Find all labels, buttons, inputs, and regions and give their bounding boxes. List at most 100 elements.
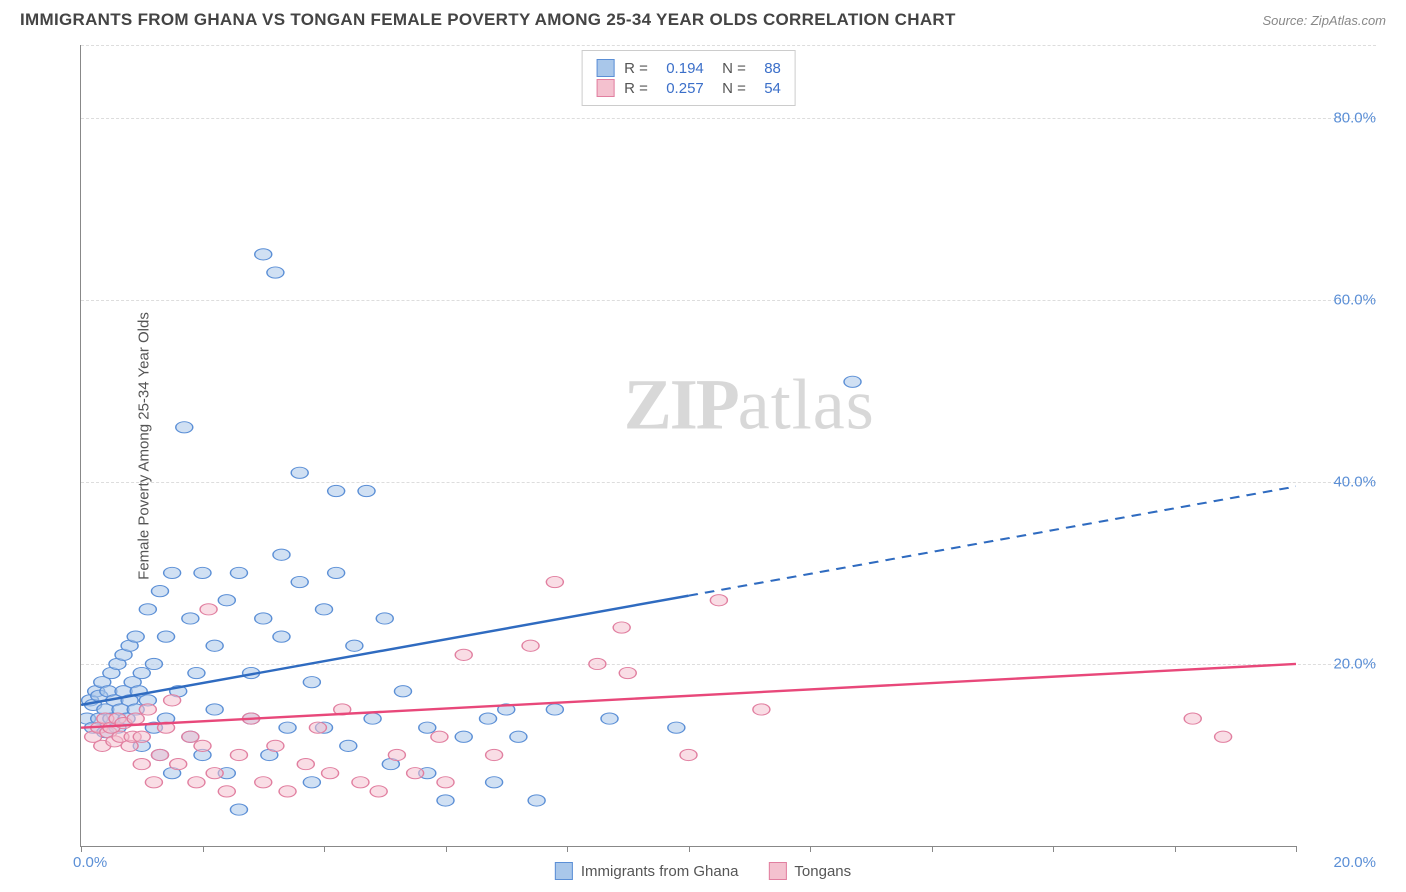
- trend-line: [81, 664, 1296, 728]
- data-point: [322, 768, 339, 779]
- legend-n-value: 88: [764, 60, 781, 77]
- data-point: [844, 376, 861, 387]
- y-tick-label: 40.0%: [1306, 473, 1376, 490]
- legend-swatch: [768, 862, 786, 880]
- data-point: [753, 704, 770, 715]
- x-tick: [446, 846, 447, 852]
- x-tick: [1175, 846, 1176, 852]
- data-point: [145, 658, 162, 669]
- data-point: [388, 749, 405, 760]
- data-point: [376, 613, 393, 624]
- data-point: [230, 567, 247, 578]
- data-point: [158, 631, 175, 642]
- data-point: [139, 604, 156, 615]
- data-point: [267, 740, 284, 751]
- data-point: [619, 667, 636, 678]
- data-point: [1184, 713, 1201, 724]
- data-point: [510, 731, 527, 742]
- data-point: [255, 249, 272, 260]
- data-point: [200, 604, 217, 615]
- data-point: [139, 704, 156, 715]
- data-point: [273, 549, 290, 560]
- legend-n-label: N =: [714, 80, 754, 97]
- data-point: [303, 677, 320, 688]
- legend-item: Tongans: [768, 862, 851, 880]
- x-tick: [1296, 846, 1297, 852]
- legend-swatch: [596, 79, 614, 97]
- chart-title: IMMIGRANTS FROM GHANA VS TONGAN FEMALE P…: [20, 10, 956, 30]
- data-point: [394, 686, 411, 697]
- data-point: [437, 795, 454, 806]
- source-label: Source: ZipAtlas.com: [1262, 13, 1386, 28]
- data-point: [176, 422, 193, 433]
- legend-row: R = 0.194 N = 88: [596, 59, 781, 77]
- x-tick: [932, 846, 933, 852]
- legend-n-label: N =: [714, 60, 754, 77]
- data-point: [255, 777, 272, 788]
- data-point: [528, 795, 545, 806]
- x-tick: [81, 846, 82, 852]
- legend-r-label: R =: [624, 80, 656, 97]
- data-point: [170, 758, 187, 769]
- data-point: [255, 613, 272, 624]
- data-point: [315, 604, 332, 615]
- data-point: [546, 704, 563, 715]
- data-point: [206, 768, 223, 779]
- data-point: [601, 713, 618, 724]
- data-point: [589, 658, 606, 669]
- x-max-label: 20.0%: [1333, 854, 1376, 871]
- data-point: [218, 786, 235, 797]
- legend-r-value: 0.194: [666, 60, 704, 77]
- data-point: [419, 722, 436, 733]
- legend-swatch: [596, 59, 614, 77]
- data-point: [364, 713, 381, 724]
- trend-line-dashed: [689, 486, 1297, 595]
- data-point: [431, 731, 448, 742]
- data-point: [613, 622, 630, 633]
- data-point: [340, 740, 357, 751]
- trend-line: [81, 596, 689, 705]
- data-point: [127, 713, 144, 724]
- correlation-legend: R = 0.194 N = 88 R = 0.257 N = 54: [581, 50, 796, 106]
- y-tick-label: 20.0%: [1306, 655, 1376, 672]
- data-point: [309, 722, 326, 733]
- x-origin-label: 0.0%: [73, 854, 107, 871]
- data-point: [352, 777, 369, 788]
- data-point: [291, 576, 308, 587]
- data-point: [164, 567, 181, 578]
- data-point: [297, 758, 314, 769]
- data-point: [486, 749, 503, 760]
- data-point: [303, 777, 320, 788]
- data-point: [358, 485, 375, 496]
- header: IMMIGRANTS FROM GHANA VS TONGAN FEMALE P…: [0, 0, 1406, 36]
- data-point: [182, 731, 199, 742]
- data-point: [230, 804, 247, 815]
- data-point: [188, 777, 205, 788]
- data-point: [279, 786, 296, 797]
- data-point: [480, 713, 497, 724]
- x-tick: [689, 846, 690, 852]
- legend-label: Tongans: [794, 863, 851, 880]
- data-point: [133, 667, 150, 678]
- data-point: [291, 467, 308, 478]
- data-point: [455, 731, 472, 742]
- data-point: [407, 768, 424, 779]
- legend-r-value: 0.257: [666, 80, 704, 97]
- data-point: [279, 722, 296, 733]
- data-point: [486, 777, 503, 788]
- data-point: [1215, 731, 1232, 742]
- data-point: [346, 640, 363, 651]
- data-point: [206, 704, 223, 715]
- legend-row: R = 0.257 N = 54: [596, 79, 781, 97]
- data-point: [145, 777, 162, 788]
- data-point: [522, 640, 539, 651]
- legend-item: Immigrants from Ghana: [555, 862, 739, 880]
- x-tick: [810, 846, 811, 852]
- data-point: [267, 267, 284, 278]
- data-point: [328, 567, 345, 578]
- legend-n-value: 54: [764, 80, 781, 97]
- chart-area: ZIPatlas R = 0.194 N = 88R = 0.257 N = 5…: [50, 45, 1386, 847]
- data-point: [133, 731, 150, 742]
- series-legend: Immigrants from Ghana Tongans: [555, 862, 851, 880]
- data-point: [182, 613, 199, 624]
